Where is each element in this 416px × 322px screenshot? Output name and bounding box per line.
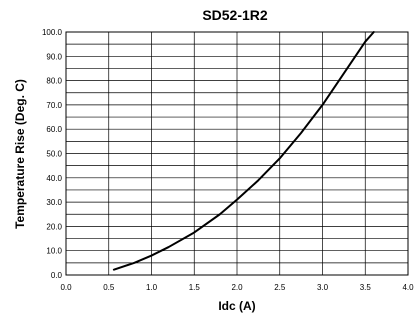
chart-title: SD52-1R2 (202, 7, 268, 23)
y-tick-labels: 0.0 10.0 20.0 30.0 40.0 50.0 60.0 70.0 80.0 90.0 1… (42, 28, 63, 280)
y-tick-label: 10.0 (46, 247, 62, 256)
x-tick-label: 4.0 (402, 283, 414, 292)
y-tick-label: 30.0 (46, 198, 62, 207)
x-tick-labels: 0.0 0.5 1.0 1.5 2.0 2.5 3.0 3.5 4.0 (60, 283, 414, 292)
series-layer (112, 31, 375, 271)
x-tick-label: 2.0 (231, 283, 243, 292)
y-tick-label: 20.0 (46, 222, 62, 231)
y-tick-label: 90.0 (46, 52, 62, 61)
y-tick-label: 60.0 (46, 125, 62, 134)
y-axis-label: Temperature Rise (Deg. C) (13, 79, 27, 229)
x-tick-label: 1.0 (146, 283, 158, 292)
y-tick-label: 70.0 (46, 101, 62, 110)
x-tick-label: 0.0 (60, 283, 72, 292)
y-tick-label: 0.0 (51, 271, 63, 280)
y-tick-label: 80.0 (46, 77, 62, 86)
grid (65, 31, 409, 276)
y-tick-label: 50.0 (46, 150, 62, 159)
x-tick-label: 3.5 (360, 283, 372, 292)
x-tick-label: 3.0 (317, 283, 329, 292)
x-tick-label: 1.5 (189, 283, 201, 292)
x-tick-label: 2.5 (274, 283, 286, 292)
y-tick-label: 100.0 (42, 28, 63, 37)
y-tick-label: 40.0 (46, 174, 62, 183)
plot-border (65, 31, 409, 276)
x-tick-label: 0.5 (103, 283, 115, 292)
series-line (112, 31, 375, 271)
x-axis-label: Idc (A) (218, 299, 255, 313)
